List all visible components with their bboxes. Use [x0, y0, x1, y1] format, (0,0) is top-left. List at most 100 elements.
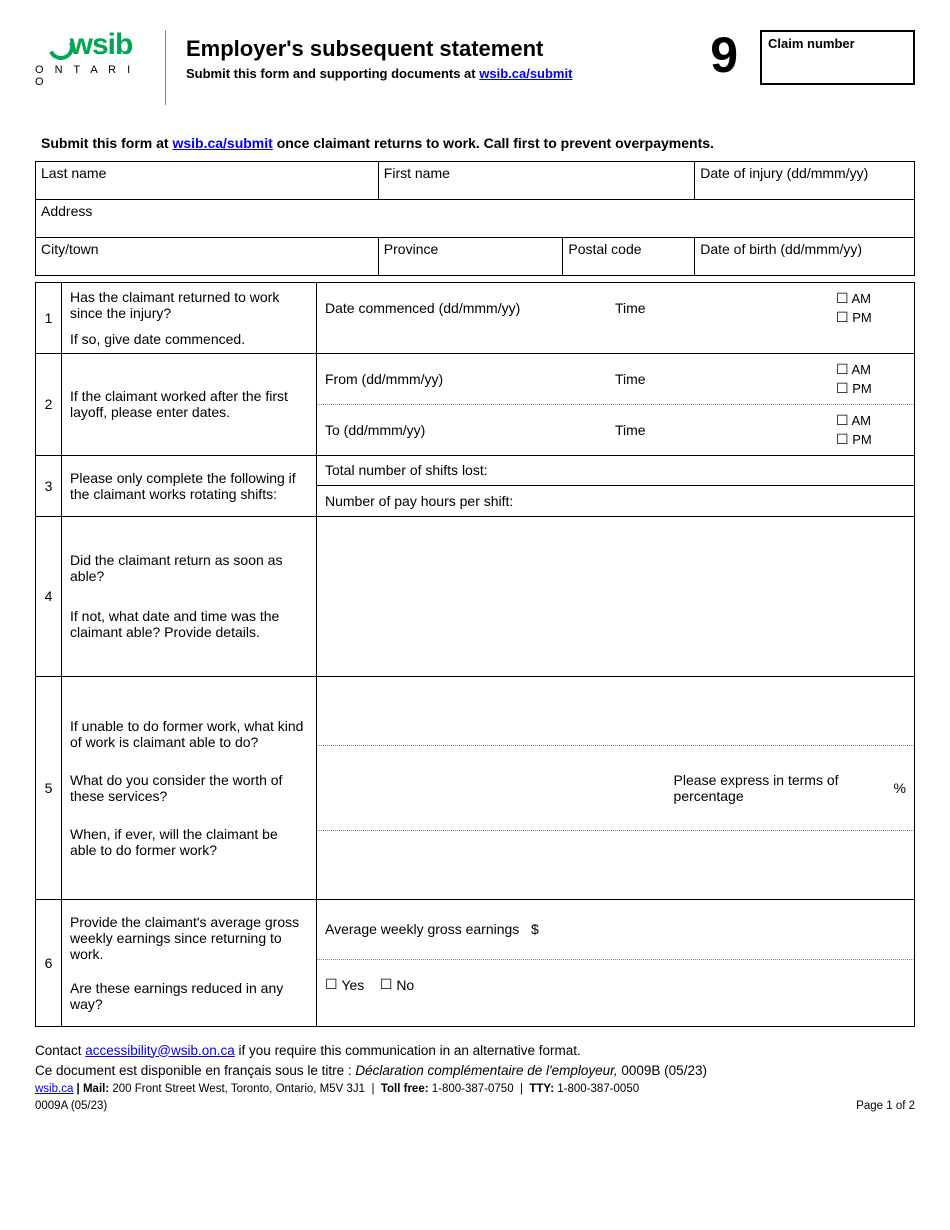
- pm-label: PM: [852, 432, 872, 447]
- fr-title: Déclaration complémentaire de l'employeu…: [355, 1063, 617, 1078]
- form-code: 0009A (05/23): [35, 1098, 107, 1115]
- accessibility-line: Contact accessibility@wsib.on.ca if you …: [35, 1041, 915, 1061]
- q1-answer[interactable]: Date commenced (dd/mmm/yy) Time ☐ AM ☐ P…: [317, 283, 915, 354]
- q6-avg-label: Average weekly gross earnings: [325, 921, 519, 937]
- page-number: Page 1 of 2: [856, 1098, 915, 1115]
- pm-label: PM: [852, 381, 872, 396]
- wsib-logo: wsib O N T A R I O: [35, 30, 145, 88]
- q3-hours-label: Number of pay hours per shift:: [325, 493, 513, 509]
- checkbox-icon[interactable]: ☐: [836, 431, 849, 447]
- toll-label: Toll free:: [381, 1083, 432, 1095]
- q2-to-time: Time: [615, 422, 836, 438]
- am-label: AM: [851, 291, 871, 306]
- claim-number-label: Claim number: [768, 36, 855, 51]
- q5-answer-2[interactable]: Please express in terms of percentage %: [317, 746, 914, 831]
- q6-answer[interactable]: Average weekly gross earnings $ ☐ Yes ☐ …: [317, 899, 915, 1026]
- q1-line1: Has the claimant returned to work since …: [70, 289, 308, 321]
- checkbox-icon[interactable]: ☐: [836, 309, 849, 325]
- form-header: wsib O N T A R I O Employer's subsequent…: [35, 30, 915, 105]
- fr-code: 0009B (05/23): [618, 1063, 707, 1078]
- q5-text: If unable to do former work, what kind o…: [62, 676, 317, 899]
- checkbox-icon[interactable]: ☐: [380, 976, 393, 993]
- q4-answer[interactable]: [317, 516, 915, 676]
- q4-line1: Did the claimant return as soon as able?: [70, 552, 308, 584]
- q2-from-time: Time: [615, 371, 836, 387]
- q1-number: 1: [36, 283, 62, 354]
- q6-number: 6: [36, 899, 62, 1026]
- instr-prefix: Submit this form at: [41, 135, 172, 151]
- q2-from-label: From (dd/mmm/yy): [325, 371, 615, 387]
- access-post: if you require this communication in an …: [235, 1043, 581, 1058]
- q3-shifts-label: Total number of shifts lost:: [325, 462, 488, 478]
- instr-suffix: once claimant returns to work. Call firs…: [273, 135, 714, 151]
- postal-label: Postal code: [568, 241, 641, 257]
- claim-number-box[interactable]: Claim number: [760, 30, 915, 85]
- q2-text: If the claimant worked after the first l…: [62, 354, 317, 456]
- q3-number: 3: [36, 455, 62, 516]
- q5-answer-3[interactable]: [317, 831, 914, 899]
- city-field[interactable]: City/town: [36, 238, 379, 276]
- tty-label: TTY:: [529, 1083, 557, 1095]
- address-field[interactable]: Address: [36, 200, 915, 238]
- q6-text: Provide the claimant's average gross wee…: [62, 899, 317, 1026]
- checkbox-icon[interactable]: ☐: [836, 361, 849, 377]
- title-block: Employer's subsequent statement Submit t…: [186, 30, 690, 81]
- tty-number: 1-800-387-0050: [557, 1083, 639, 1095]
- date-injury-label: Date of injury (dd/mmm/yy): [700, 165, 868, 181]
- q2-to-ampm[interactable]: ☐ AM ☐ PM: [836, 411, 906, 449]
- q2-answer[interactable]: From (dd/mmm/yy) Time ☐ AM ☐ PM To (dd/m…: [317, 354, 915, 456]
- q6-line2: Are these earnings reduced in any way?: [70, 980, 308, 1012]
- header-divider: [165, 30, 166, 105]
- q1-ampm[interactable]: ☐ AM ☐ PM: [836, 289, 906, 327]
- city-label: City/town: [41, 241, 99, 257]
- last-name-field[interactable]: Last name: [36, 162, 379, 200]
- accessibility-email[interactable]: accessibility@wsib.on.ca: [85, 1043, 235, 1058]
- footer-last-line: 0009A (05/23) Page 1 of 2: [35, 1098, 915, 1115]
- dollar-symbol: $: [531, 921, 539, 937]
- postal-field[interactable]: Postal code: [563, 238, 695, 276]
- q5-pct-label: Please express in terms of percentage: [674, 772, 854, 804]
- instruction-line: Submit this form at wsib.ca/submit once …: [41, 135, 915, 151]
- personal-info-table: Last name First name Date of injury (dd/…: [35, 161, 915, 276]
- wsib-site-link[interactable]: wsib.ca: [35, 1083, 73, 1095]
- contact-line: wsib.ca | Mail: 200 Front Street West, T…: [35, 1081, 915, 1098]
- mail-address: 200 Front Street West, Toronto, Ontario,…: [112, 1083, 365, 1095]
- first-name-label: First name: [384, 165, 450, 181]
- fr-pre: Ce document est disponible en français s…: [35, 1063, 355, 1078]
- am-label: AM: [851, 413, 871, 428]
- french-line: Ce document est disponible en français s…: [35, 1061, 915, 1081]
- checkbox-icon[interactable]: ☐: [836, 290, 849, 306]
- subtitle-prefix: Submit this form and supporting document…: [186, 66, 479, 81]
- dob-field[interactable]: Date of birth (dd/mmm/yy): [695, 238, 915, 276]
- form-footer: Contact accessibility@wsib.on.ca if you …: [35, 1041, 915, 1116]
- questions-table: 1 Has the claimant returned to work sinc…: [35, 282, 915, 1027]
- yes-label: Yes: [341, 977, 364, 993]
- province-label: Province: [384, 241, 438, 257]
- checkbox-icon[interactable]: ☐: [836, 412, 849, 428]
- q5-answer-1[interactable]: [317, 677, 914, 746]
- instr-link[interactable]: wsib.ca/submit: [172, 135, 272, 151]
- checkbox-icon[interactable]: ☐: [836, 380, 849, 396]
- q1-time-label: Time: [615, 300, 836, 316]
- province-field[interactable]: Province: [378, 238, 563, 276]
- first-name-field[interactable]: First name: [378, 162, 694, 200]
- logo-word: wsib: [70, 30, 133, 60]
- q4-number: 4: [36, 516, 62, 676]
- last-name-label: Last name: [41, 165, 106, 181]
- logo-subtext: O N T A R I O: [35, 64, 145, 88]
- q3-answer[interactable]: Total number of shifts lost: Number of p…: [317, 455, 915, 516]
- submit-link[interactable]: wsib.ca/submit: [479, 66, 572, 81]
- q5-answer[interactable]: Please express in terms of percentage %: [317, 676, 915, 899]
- q4-line2: If not, what date and time was the claim…: [70, 608, 308, 640]
- checkbox-icon[interactable]: ☐: [325, 976, 338, 993]
- q5-line3: When, if ever, will the claimant be able…: [70, 826, 308, 858]
- q6-line1: Provide the claimant's average gross wee…: [70, 914, 308, 962]
- logo-text: wsib: [48, 30, 133, 60]
- address-label: Address: [41, 203, 92, 219]
- q5-line2: What do you consider the worth of these …: [70, 772, 308, 804]
- q2-from-ampm[interactable]: ☐ AM ☐ PM: [836, 360, 906, 398]
- mail-label: | Mail:: [73, 1083, 112, 1095]
- q2-to-label: To (dd/mmm/yy): [325, 422, 615, 438]
- date-injury-field[interactable]: Date of injury (dd/mmm/yy): [695, 162, 915, 200]
- dob-label: Date of birth (dd/mmm/yy): [700, 241, 862, 257]
